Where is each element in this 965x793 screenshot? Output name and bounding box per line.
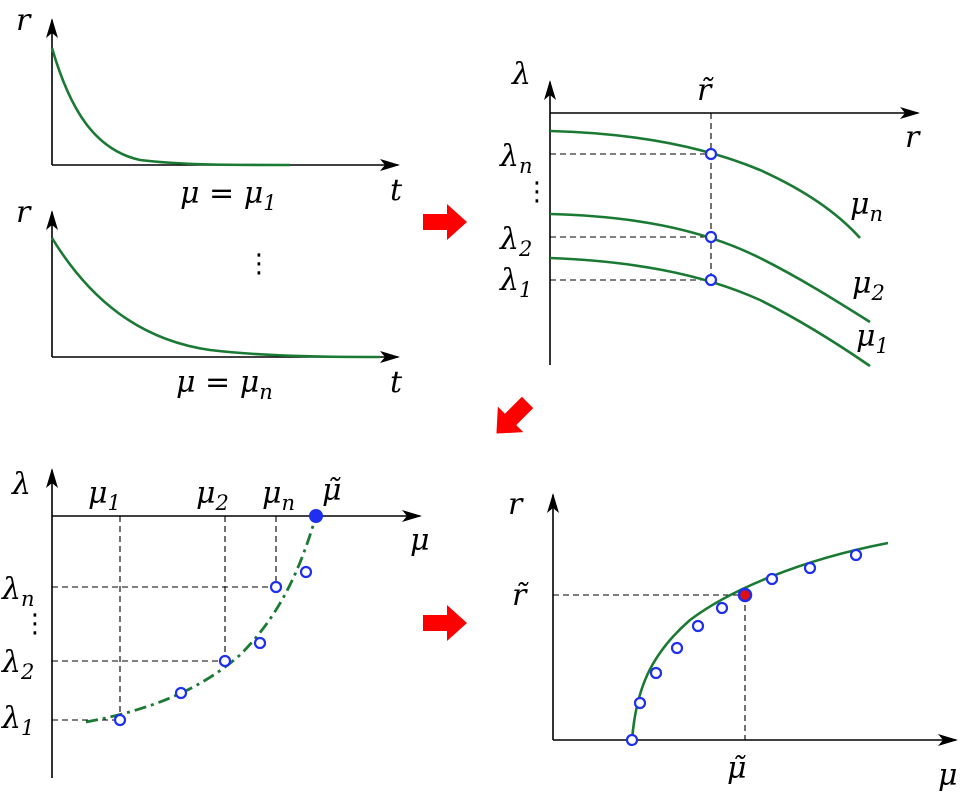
data-point <box>670 641 684 655</box>
label-mu-n: μn <box>850 187 883 226</box>
r-tilde-marker: r̃ <box>512 578 529 613</box>
tick-lambda-2: λ2 <box>499 222 532 261</box>
tick-ellipsis: ⋮ <box>22 609 48 639</box>
data-point <box>715 601 729 615</box>
curve-mu-n <box>549 129 861 239</box>
decay-plot-mu1: r t μ = μ1 <box>16 3 403 215</box>
curve-mu-2 <box>549 212 871 324</box>
intersection-point-1 <box>704 273 718 287</box>
data-point <box>253 636 267 650</box>
data-point <box>849 548 863 562</box>
data-point <box>299 565 313 579</box>
y-axis-label: r <box>16 3 32 38</box>
y-axis-label: r <box>16 195 32 230</box>
flow-arrow-down-left <box>496 396 534 434</box>
intersection-point-n <box>704 147 718 161</box>
panel-top-right: λ r r̃ λn ⋮ λ2 λ1 μn μ2 μ1 <box>499 57 921 368</box>
data-point <box>649 666 663 680</box>
tick-mu-1: μ1 <box>88 476 121 515</box>
panel-top-left: r t μ = μ1 ⋮ r t μ = μn <box>16 3 403 404</box>
y-axis-label: λ <box>511 57 531 92</box>
x-axis-label: μ <box>410 523 430 558</box>
tick-lambda-1: λ1 <box>1 701 34 740</box>
data-point <box>803 561 817 575</box>
ellipsis-vertical: ⋮ <box>246 249 272 279</box>
mu-tilde-point <box>309 509 323 523</box>
tick-lambda-n: λn <box>1 572 35 611</box>
tick-mu-n: μn <box>262 476 295 515</box>
data-point <box>174 686 188 700</box>
r-tilde-point <box>737 587 753 603</box>
x-axis-label: t <box>390 365 403 400</box>
caption-mun: μ = μn <box>176 365 273 404</box>
panel-bottom-left: λ μ μ1 μ2 μn μ̃ λn ⋮ λ2 λ1 <box>1 467 430 778</box>
label-mu-1: μ1 <box>856 319 889 358</box>
x-axis-label: r <box>905 120 921 155</box>
data-point <box>765 572 779 586</box>
mu-tilde-marker: μ̃ <box>322 473 342 508</box>
tick-lambda-2: λ2 <box>1 645 34 684</box>
fitted-curve <box>630 541 889 741</box>
data-point <box>633 696 647 710</box>
tick-lambda-n: λn <box>499 139 533 178</box>
y-axis-label: r <box>508 487 524 522</box>
curve-mu-1 <box>549 256 871 368</box>
data-point <box>269 580 283 594</box>
panel-bottom-right: r μ r̃ μ̃ <box>508 487 958 793</box>
x-axis-label: t <box>390 173 403 208</box>
fitted-curve <box>85 515 318 724</box>
caption-mu1: μ = μ1 <box>180 176 277 215</box>
r-tilde-marker: r̃ <box>697 73 714 108</box>
data-point <box>625 733 639 747</box>
mu-tilde-marker: μ̃ <box>727 751 747 786</box>
y-axis-label: λ <box>11 467 31 502</box>
data-point <box>218 654 232 668</box>
decay-curve <box>50 47 291 167</box>
intersection-point-2 <box>704 230 718 244</box>
tick-lambda-1: λ1 <box>499 263 532 302</box>
flow-arrow-right-bottom <box>423 605 467 641</box>
x-axis-label: μ <box>938 758 958 793</box>
decay-curve <box>50 237 381 359</box>
decay-plot-mun: r t μ = μn <box>16 195 403 404</box>
flow-arrow-right-top <box>423 204 467 240</box>
data-point <box>691 619 705 633</box>
tick-mu-2: μ2 <box>196 476 229 515</box>
label-mu-2: μ2 <box>852 266 885 305</box>
data-point <box>113 713 127 727</box>
tick-ellipsis: ⋮ <box>524 177 550 207</box>
